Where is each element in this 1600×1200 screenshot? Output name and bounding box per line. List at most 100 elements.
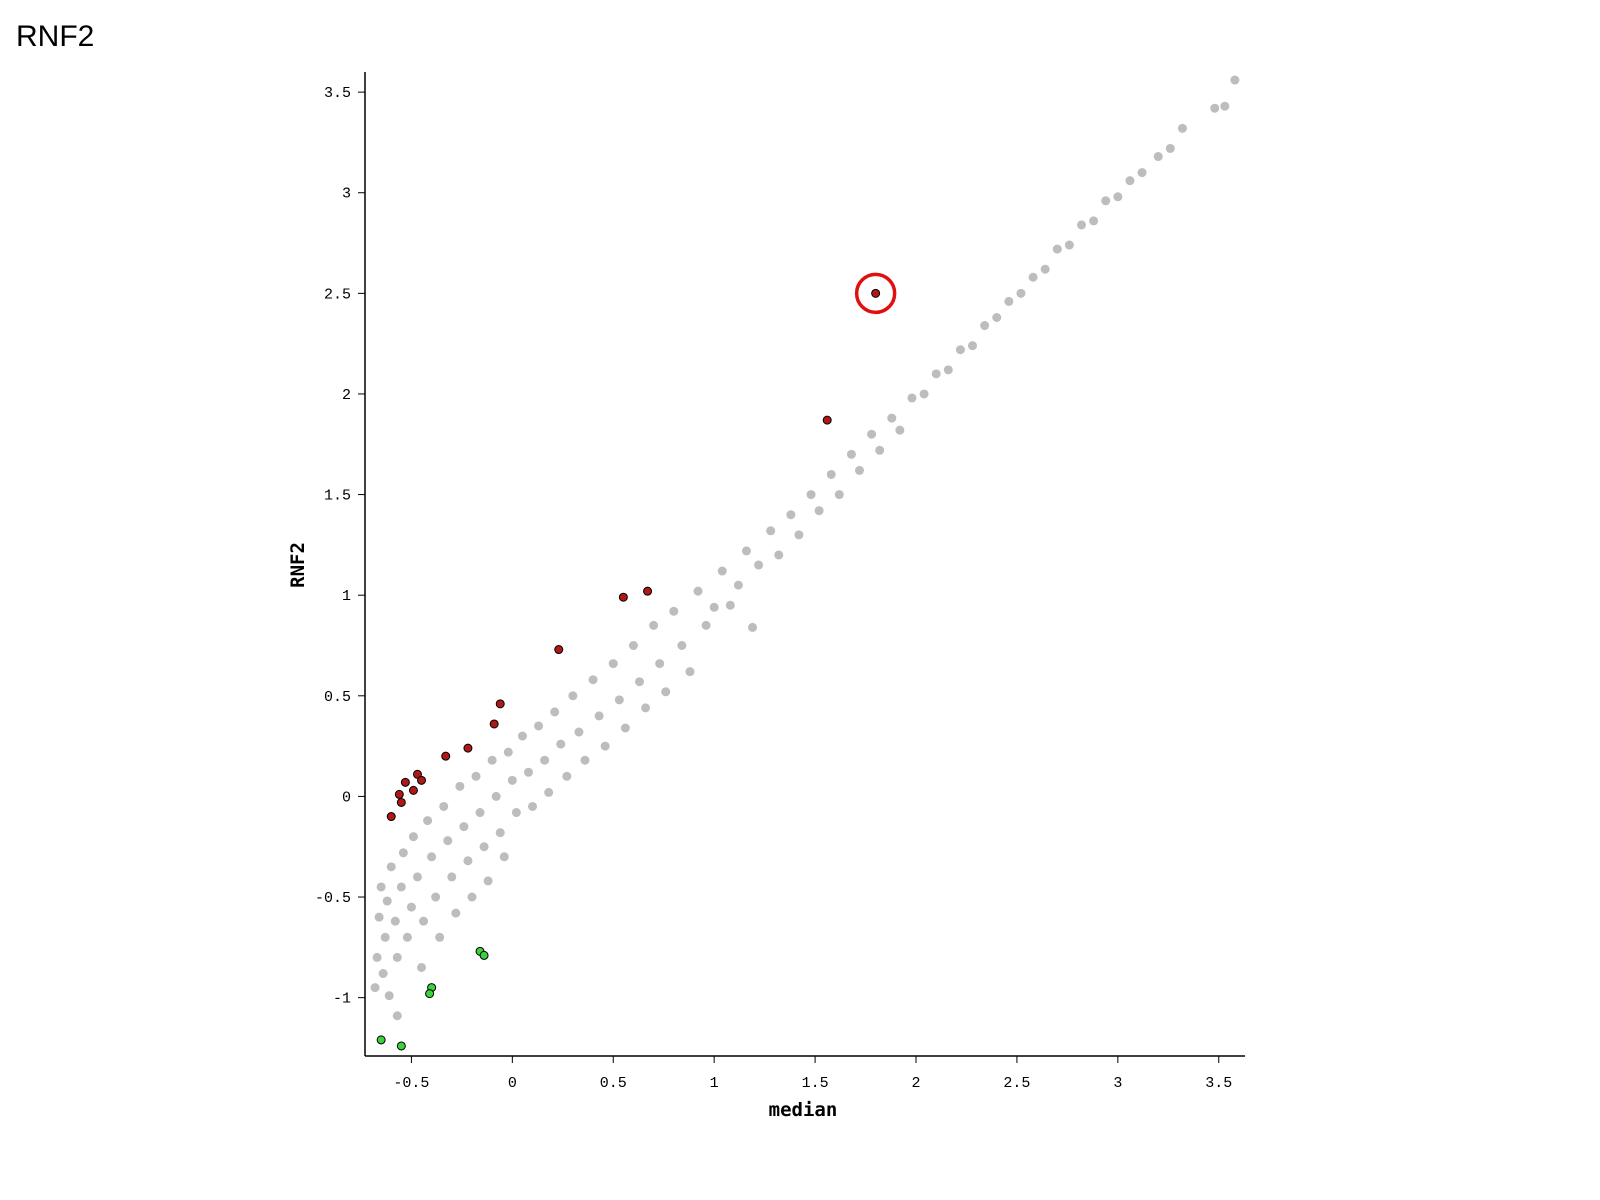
- point: [649, 620, 659, 630]
- point: [402, 932, 412, 942]
- point: [1101, 196, 1111, 206]
- point: [479, 950, 489, 960]
- point: [396, 1041, 406, 1051]
- point: [489, 719, 499, 729]
- y-tick-label: 2.5: [324, 286, 351, 303]
- x-tick-label: -0.5: [393, 1075, 429, 1092]
- point: [467, 892, 477, 902]
- point: [447, 872, 457, 882]
- point: [517, 731, 527, 741]
- x-tick-label: 0.5: [600, 1075, 627, 1092]
- point: [1064, 240, 1074, 250]
- x-tick-label: 0: [508, 1075, 517, 1092]
- point: [846, 449, 856, 459]
- x-tick-label: 1: [710, 1075, 719, 1092]
- point: [394, 789, 404, 799]
- y-tick-label: 3: [342, 186, 351, 203]
- point: [774, 550, 784, 560]
- point: [463, 856, 473, 866]
- x-tick-label: 3: [1113, 1075, 1122, 1092]
- point: [463, 743, 473, 753]
- point: [439, 801, 449, 811]
- point: [919, 389, 929, 399]
- point: [1077, 220, 1087, 230]
- point: [483, 876, 493, 886]
- y-tick-label: -0.5: [315, 890, 351, 907]
- point: [1210, 103, 1220, 113]
- point: [400, 777, 410, 787]
- point: [600, 741, 610, 751]
- point: [618, 592, 628, 602]
- point: [822, 415, 832, 425]
- point: [503, 747, 513, 757]
- point: [608, 659, 618, 669]
- point: [1165, 143, 1175, 153]
- point: [1113, 192, 1123, 202]
- point: [871, 288, 881, 298]
- point: [528, 801, 538, 811]
- point: [376, 882, 386, 892]
- point: [441, 751, 451, 761]
- point: [396, 882, 406, 892]
- point: [523, 767, 533, 777]
- point: [417, 962, 427, 972]
- point: [992, 312, 1002, 322]
- point: [826, 469, 836, 479]
- y-tick-label: 1.5: [324, 488, 351, 505]
- point: [455, 781, 465, 791]
- point: [554, 645, 564, 655]
- point: [1089, 216, 1099, 226]
- point: [628, 640, 638, 650]
- point: [556, 739, 566, 749]
- point: [834, 490, 844, 500]
- point: [499, 852, 509, 862]
- point: [479, 842, 489, 852]
- point: [491, 791, 501, 801]
- point: [875, 445, 885, 455]
- point: [594, 711, 604, 721]
- point: [661, 687, 671, 697]
- point: [392, 1011, 402, 1021]
- point: [495, 828, 505, 838]
- point: [382, 896, 392, 906]
- page-title: RNF2: [16, 20, 94, 53]
- point: [643, 586, 653, 596]
- point: [574, 727, 584, 737]
- point: [471, 771, 481, 781]
- x-tick-label: 1.5: [802, 1075, 829, 1092]
- point: [1220, 101, 1230, 111]
- point: [806, 490, 816, 500]
- point: [459, 822, 469, 832]
- x-tick-label: 2: [912, 1075, 921, 1092]
- y-tick-label: 2: [342, 387, 351, 404]
- point: [386, 862, 396, 872]
- point: [511, 808, 521, 818]
- point: [475, 808, 485, 818]
- y-tick-label: 0: [342, 789, 351, 806]
- point: [408, 785, 418, 795]
- x-tick-label: 2.5: [1003, 1075, 1030, 1092]
- highlight-circle: [854, 272, 897, 315]
- point: [540, 755, 550, 765]
- point: [1028, 272, 1038, 282]
- point: [733, 580, 743, 590]
- point: [392, 952, 402, 962]
- point: [370, 983, 380, 993]
- point: [741, 546, 751, 556]
- point: [423, 816, 433, 826]
- point: [412, 872, 422, 882]
- point: [406, 902, 416, 912]
- y-axis-title: RNF2: [287, 542, 309, 588]
- point: [427, 852, 437, 862]
- y-tick-label: 0.5: [324, 689, 351, 706]
- point: [786, 510, 796, 520]
- point: [655, 659, 665, 669]
- point: [754, 560, 764, 570]
- point: [435, 932, 445, 942]
- point: [717, 566, 727, 576]
- point: [378, 968, 388, 978]
- point: [1040, 264, 1050, 274]
- point: [748, 622, 758, 632]
- point: [634, 677, 644, 687]
